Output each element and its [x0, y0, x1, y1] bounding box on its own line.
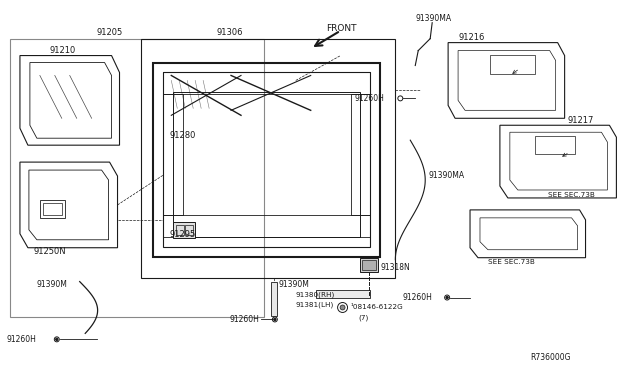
- Text: 91216: 91216: [458, 33, 484, 42]
- Bar: [43, 203, 62, 215]
- Bar: [490, 55, 535, 74]
- Circle shape: [445, 295, 450, 300]
- Circle shape: [340, 305, 345, 310]
- Bar: [535, 136, 575, 154]
- Text: SEE SEC.73B: SEE SEC.73B: [488, 259, 535, 264]
- Bar: [10, 39, 264, 317]
- Text: 91390M: 91390M: [279, 280, 310, 289]
- Text: 91260H: 91260H: [7, 335, 37, 344]
- Text: 91280: 91280: [170, 131, 196, 140]
- Text: 91210: 91210: [50, 46, 76, 55]
- Text: 91390M: 91390M: [37, 280, 68, 289]
- Circle shape: [446, 296, 448, 299]
- Bar: [40, 200, 65, 218]
- Circle shape: [337, 302, 348, 312]
- Text: 91217: 91217: [568, 116, 594, 125]
- Text: 91390MA: 91390MA: [428, 170, 465, 180]
- Text: R736000G: R736000G: [530, 353, 570, 362]
- Bar: [163, 73, 371, 94]
- Text: 91380(RH): 91380(RH): [296, 291, 335, 298]
- Text: 91306: 91306: [216, 28, 243, 37]
- Text: (7): (7): [358, 314, 369, 321]
- Circle shape: [54, 337, 60, 342]
- Circle shape: [398, 96, 403, 101]
- Bar: [173, 222, 195, 238]
- Text: 91318N: 91318N: [380, 263, 410, 272]
- Bar: [271, 282, 277, 317]
- Circle shape: [273, 317, 277, 322]
- Bar: [163, 94, 183, 215]
- Circle shape: [274, 318, 276, 321]
- Bar: [163, 73, 371, 247]
- Circle shape: [56, 338, 58, 340]
- Text: 91390MA: 91390MA: [415, 14, 451, 23]
- Text: FRONT: FRONT: [326, 24, 356, 33]
- Text: 91381(LH): 91381(LH): [296, 301, 334, 308]
- Bar: [316, 289, 371, 298]
- Text: 91295: 91295: [170, 230, 196, 239]
- Bar: [163, 215, 371, 237]
- Text: 91260H: 91260H: [355, 94, 385, 103]
- Bar: [360, 258, 378, 272]
- Bar: [154, 62, 380, 257]
- Bar: [362, 260, 376, 270]
- Text: 91260H: 91260H: [229, 315, 259, 324]
- Text: SEE SEC.73B: SEE SEC.73B: [548, 192, 595, 198]
- Text: 91250N: 91250N: [34, 247, 67, 256]
- Text: ¹08146-6122G: ¹08146-6122G: [351, 305, 403, 311]
- Bar: [176, 225, 184, 235]
- Text: 91205: 91205: [97, 28, 123, 37]
- Text: 91260H: 91260H: [403, 293, 432, 302]
- Bar: [173, 92, 360, 237]
- Bar: [141, 39, 396, 278]
- Bar: [351, 94, 371, 215]
- Bar: [185, 225, 193, 235]
